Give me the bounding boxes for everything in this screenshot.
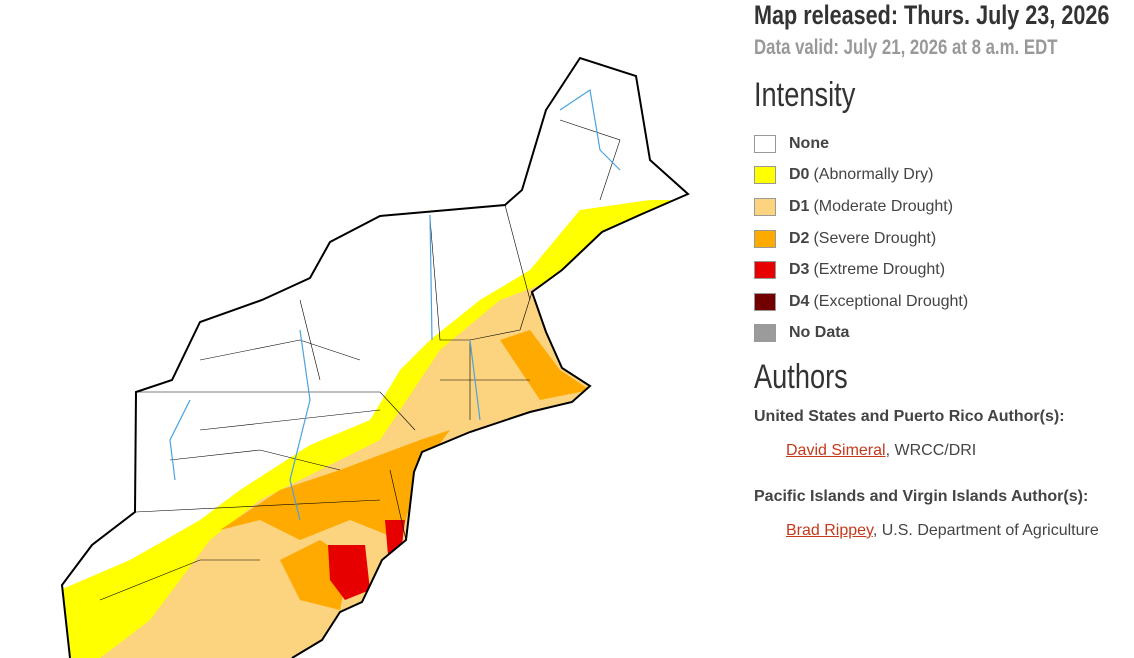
author-link[interactable]: Brad Rippey — [786, 522, 873, 539]
authors-heading: Authors — [754, 358, 871, 397]
legend-item: D3 (Extreme Drought) — [754, 254, 968, 286]
legend-item: No Data — [754, 318, 968, 350]
legend-swatch — [754, 324, 776, 343]
legend: None D0 (Abnormally Dry) D1 (Moderate Drough… — [754, 128, 968, 349]
legend-item: D2 (Severe Drought) — [754, 223, 968, 255]
sidebar: Map released: Thurs. July 23, 2026 Data … — [754, 0, 1134, 658]
author-group: United States and Puerto Rico Author(s):… — [754, 408, 1065, 460]
intensity-title: Intensity — [754, 76, 856, 114]
author: David Simeral, WRCC/DRI — [754, 442, 1065, 460]
legend-code: D1 — [789, 197, 810, 215]
legend-item: D1 (Moderate Drought) — [754, 191, 968, 223]
drought-map — [60, 56, 690, 658]
legend-label: (Moderate Drought) — [813, 197, 954, 215]
group-heading: Pacific Islands and Virgin Islands Autho… — [754, 488, 1089, 505]
legend-item: D0 (Abnormally Dry) — [754, 160, 968, 192]
legend-label: (Extreme Drought) — [813, 261, 946, 279]
group-heading: United States and Puerto Rico Author(s): — [754, 408, 1065, 425]
legend-swatch — [754, 229, 776, 248]
legend-label: (Exceptional Drought) — [813, 292, 969, 310]
authors-title: Authors — [754, 358, 848, 396]
legend-item: None — [754, 128, 968, 160]
author-group: Pacific Islands and Virgin Islands Autho… — [754, 488, 1099, 540]
author-affiliation: , WRCC/DRI — [885, 442, 977, 459]
legend-swatch — [754, 261, 776, 280]
release-text: Map released: Thurs. July 23, 2026 — [754, 0, 1110, 30]
legend-label: (Severe Drought) — [813, 229, 937, 247]
legend-swatch — [754, 166, 776, 185]
author: Brad Rippey, U.S. Department of Agricult… — [754, 522, 1099, 540]
legend-swatch — [754, 197, 776, 216]
release-date: Map released: Thurs. July 23, 2026 — [754, 0, 1134, 31]
legend-code: D4 — [789, 292, 810, 310]
valid-text: Data valid: July 21, 2026 at 8 a.m. EDT — [754, 36, 1058, 59]
legend-code: D3 — [789, 261, 810, 279]
intensity-heading: Intensity — [754, 76, 881, 115]
legend-label: None — [789, 134, 829, 152]
valid-date: Data valid: July 21, 2026 at 8 a.m. EDT — [754, 36, 1133, 60]
legend-code: D2 — [789, 229, 810, 247]
author-affiliation: , U.S. Department of Agriculture — [872, 522, 1099, 539]
author-link[interactable]: David Simeral — [786, 442, 886, 459]
legend-label: (Abnormally Dry) — [813, 166, 934, 184]
legend-swatch — [754, 134, 776, 153]
legend-code: D0 — [789, 166, 810, 184]
legend-swatch — [754, 292, 776, 311]
legend-label: No Data — [789, 324, 850, 342]
legend-item: D4 (Exceptional Drought) — [754, 286, 968, 318]
